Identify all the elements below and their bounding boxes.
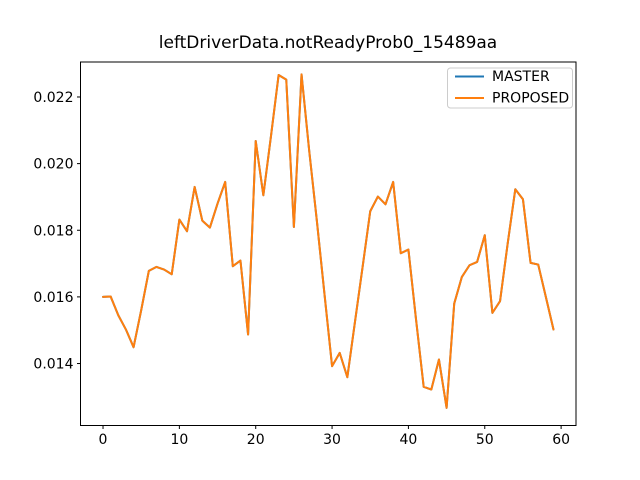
legend-label-master: MASTER (492, 69, 550, 85)
plot-area (80, 61, 577, 426)
y-tick-label: 0.018 (33, 223, 73, 239)
x-tick-label: 0 (99, 432, 108, 448)
x-axis: 0 10 20 30 40 50 60 (99, 425, 570, 448)
legend: MASTER PROPOSED (447, 67, 573, 109)
y-tick-label: 0.014 (33, 357, 73, 373)
x-tick-label: 60 (552, 432, 570, 448)
series-lines (102, 73, 555, 409)
series-line-proposed (102, 73, 555, 409)
x-tick-label: 10 (170, 432, 188, 448)
chart-title: leftDriverData.notReadyProb0_15489aa (159, 33, 497, 53)
y-axis: 0.014 0.016 0.018 0.020 0.022 (33, 90, 81, 373)
x-tick-label: 30 (323, 432, 341, 448)
x-tick-label: 40 (400, 432, 418, 448)
legend-entry-master: MASTER (455, 69, 550, 85)
y-tick-label: 0.020 (33, 157, 73, 173)
legend-entry-proposed: PROPOSED (455, 91, 569, 107)
y-tick-label: 0.016 (33, 290, 73, 306)
x-tick-label: 50 (476, 432, 494, 448)
y-tick-label: 0.022 (33, 90, 73, 106)
x-tick-label: 20 (247, 432, 265, 448)
legend-label-proposed: PROPOSED (492, 91, 569, 107)
